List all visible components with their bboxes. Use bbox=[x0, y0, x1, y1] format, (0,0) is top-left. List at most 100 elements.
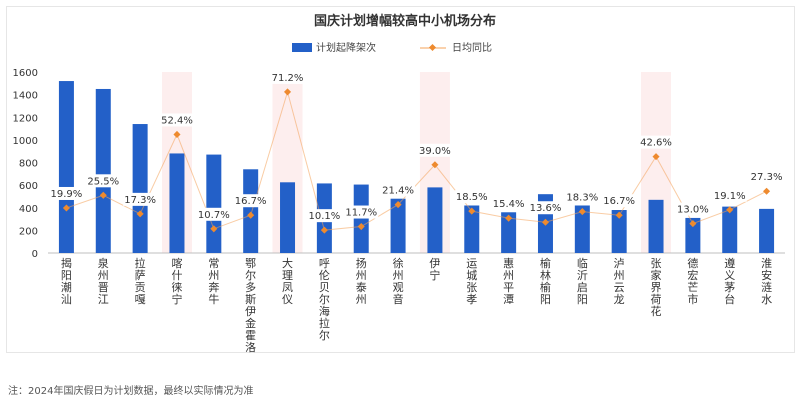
data-label: 10.7% bbox=[198, 210, 230, 221]
growth-marker bbox=[431, 161, 439, 169]
data-label-bg bbox=[270, 70, 305, 84]
legend-label-line: 日均同比 bbox=[452, 42, 492, 54]
x-tick-label: 德宏芒市 bbox=[687, 256, 698, 306]
growth-marker bbox=[652, 153, 660, 161]
x-tick-label: 徐州观音 bbox=[393, 256, 404, 306]
data-label: 18.5% bbox=[456, 192, 488, 203]
bar bbox=[243, 169, 259, 253]
growth-marker bbox=[357, 222, 365, 231]
data-label-bg bbox=[602, 194, 637, 208]
bar bbox=[685, 217, 701, 253]
data-label-bg bbox=[712, 188, 747, 202]
data-label-bg bbox=[417, 143, 452, 157]
bar bbox=[464, 205, 480, 253]
data-label-bg bbox=[307, 209, 342, 223]
bar bbox=[722, 206, 738, 253]
bar bbox=[759, 208, 775, 253]
data-label: 15.4% bbox=[493, 199, 525, 210]
data-label-bg bbox=[233, 194, 268, 208]
growth-marker bbox=[320, 226, 328, 234]
data-label: 10.1% bbox=[308, 211, 340, 222]
data-label: 19.1% bbox=[714, 191, 746, 202]
y-tick-label: 0 bbox=[32, 249, 38, 260]
x-tick-label: 大理凤仪 bbox=[282, 256, 293, 306]
growth-marker bbox=[247, 211, 255, 219]
growth-marker bbox=[136, 210, 144, 218]
data-label-bg bbox=[159, 113, 194, 127]
data-label: 39.0% bbox=[419, 146, 451, 157]
data-label: 11.7% bbox=[345, 208, 377, 219]
y-tick-label: 600 bbox=[19, 181, 38, 192]
data-label: 52.4% bbox=[161, 115, 193, 126]
growth-marker bbox=[689, 220, 697, 228]
x-tick-label: 呼伦贝尔海拉尔 bbox=[319, 257, 330, 342]
bar bbox=[169, 153, 185, 253]
bar bbox=[427, 187, 443, 253]
bar bbox=[206, 154, 222, 253]
bar bbox=[95, 88, 111, 253]
data-label: 71.2% bbox=[272, 73, 304, 84]
data-label-bg bbox=[344, 205, 379, 219]
x-tick-label: 运城张孝 bbox=[466, 257, 477, 306]
x-tick-label: 遵义茅台 bbox=[724, 256, 735, 306]
legend-swatch-bar bbox=[292, 43, 312, 52]
growth-marker bbox=[505, 214, 513, 222]
x-tick-label: 鄂尔多斯伊金霍洛 bbox=[245, 257, 256, 354]
growth-marker bbox=[578, 208, 586, 216]
bar bbox=[574, 205, 590, 253]
data-label-bg bbox=[454, 190, 489, 204]
y-tick-label: 1200 bbox=[13, 113, 38, 124]
data-label: 25.5% bbox=[87, 176, 119, 187]
growth-marker bbox=[99, 191, 107, 199]
bar bbox=[648, 199, 664, 253]
x-tick-label: 惠州平潭 bbox=[503, 256, 514, 306]
legend: 计划起降架次 日均同比 bbox=[292, 41, 492, 54]
data-label-bg bbox=[639, 135, 674, 149]
data-label: 16.7% bbox=[603, 196, 635, 207]
growth-marker bbox=[283, 88, 292, 96]
x-tick-label: 常州奔牛 bbox=[208, 257, 219, 306]
growth-marker bbox=[173, 130, 181, 138]
legend-label-bar: 计划起降架次 bbox=[316, 41, 376, 54]
footnote: 注：2024年国庆假日为计划数据，最终以实际情况为准 bbox=[8, 386, 254, 397]
bar bbox=[390, 198, 406, 253]
data-label-bg bbox=[675, 202, 710, 216]
x-tick-label: 临沂启阳 bbox=[577, 256, 588, 306]
bar bbox=[353, 184, 369, 253]
x-tick-label: 张家界荷花 bbox=[651, 257, 662, 318]
y-tick-label: 400 bbox=[19, 204, 38, 215]
growth-marker bbox=[394, 201, 402, 209]
x-tick-label: 扬州泰州 bbox=[356, 256, 367, 306]
data-label: 18.3% bbox=[566, 193, 598, 204]
y-tick-label: 1600 bbox=[13, 68, 38, 79]
x-tick-label: 拉萨贡嘎 bbox=[135, 256, 146, 306]
data-label: 42.6% bbox=[640, 138, 672, 149]
data-label-bg bbox=[491, 197, 526, 211]
y-tick-label: 1000 bbox=[13, 136, 38, 147]
bar bbox=[58, 81, 74, 253]
data-label-bg bbox=[528, 201, 563, 215]
data-label-bg bbox=[565, 190, 600, 204]
growth-marker bbox=[615, 211, 623, 219]
bar bbox=[132, 124, 148, 253]
data-label-bg bbox=[123, 192, 158, 206]
x-tick-label: 伊宁 bbox=[429, 257, 440, 282]
data-label: 27.3% bbox=[751, 172, 783, 183]
growth-marker bbox=[541, 218, 550, 226]
legend-marker bbox=[428, 43, 437, 52]
growth-marker bbox=[210, 225, 218, 233]
x-tick-label: 喀什徕宁 bbox=[171, 257, 182, 306]
x-tick-label: 揭阳潮汕 bbox=[61, 256, 72, 306]
bar bbox=[611, 210, 627, 253]
data-label: 17.3% bbox=[124, 195, 156, 206]
data-label: 16.7% bbox=[235, 196, 267, 207]
data-label: 13.6% bbox=[530, 203, 562, 214]
y-tick-label: 800 bbox=[19, 159, 38, 170]
data-label-bg bbox=[749, 170, 784, 184]
growth-marker bbox=[468, 207, 476, 215]
x-tick-label: 泉州晋江 bbox=[98, 256, 109, 306]
data-label: 19.9% bbox=[51, 189, 83, 200]
growth-marker bbox=[763, 187, 771, 195]
